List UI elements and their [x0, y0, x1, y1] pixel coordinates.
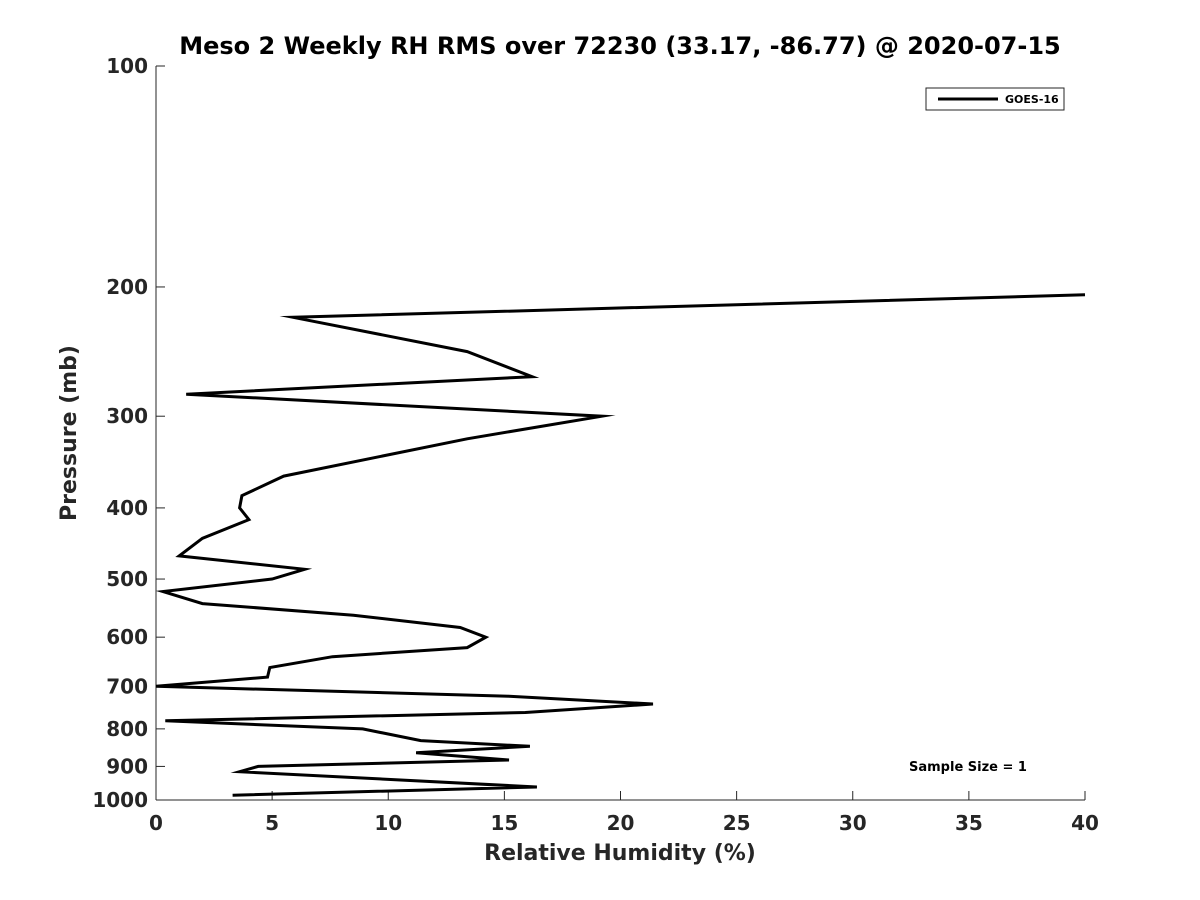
x-tick-label: 30: [839, 811, 867, 835]
y-tick-label: 700: [106, 674, 148, 698]
y-axis-label: Pressure (mb): [57, 345, 82, 521]
x-tick-label: 25: [723, 811, 751, 835]
y-tick-label: 300: [106, 404, 148, 428]
legend-entry-goes-16: GOES-16: [1005, 93, 1059, 106]
x-axis-ticks: 0 5 10 15 20 25 30 35 40: [149, 791, 1099, 835]
chart-title: Meso 2 Weekly RH RMS over 72230 (33.17, …: [179, 32, 1061, 60]
y-tick-label: 900: [106, 754, 148, 778]
y-tick-label: 800: [106, 717, 148, 741]
y-tick-label: 200: [106, 275, 148, 299]
x-tick-label: 40: [1071, 811, 1099, 835]
legend: GOES-16: [925, 87, 1065, 111]
series-line-goes-16: [155, 293, 1086, 797]
x-tick-label: 20: [607, 811, 635, 835]
sample-size-annotation: Sample Size = 1: [909, 760, 1027, 775]
y-tick-label: 400: [106, 496, 148, 520]
y-tick-label: 600: [106, 625, 148, 649]
y-tick-label: 1000: [92, 788, 148, 812]
x-tick-label: 0: [149, 811, 163, 835]
x-tick-label: 5: [265, 811, 279, 835]
y-axis-ticks: 100 200 300 400 500 600 700 800 900 1000: [92, 54, 165, 812]
series-group: [155, 293, 1086, 797]
x-tick-label: 35: [955, 811, 983, 835]
y-tick-label: 500: [106, 567, 148, 591]
x-tick-label: 10: [374, 811, 402, 835]
y-tick-label: 100: [106, 54, 148, 78]
x-tick-label: 15: [490, 811, 518, 835]
x-axis-label: Relative Humidity (%): [484, 841, 756, 866]
